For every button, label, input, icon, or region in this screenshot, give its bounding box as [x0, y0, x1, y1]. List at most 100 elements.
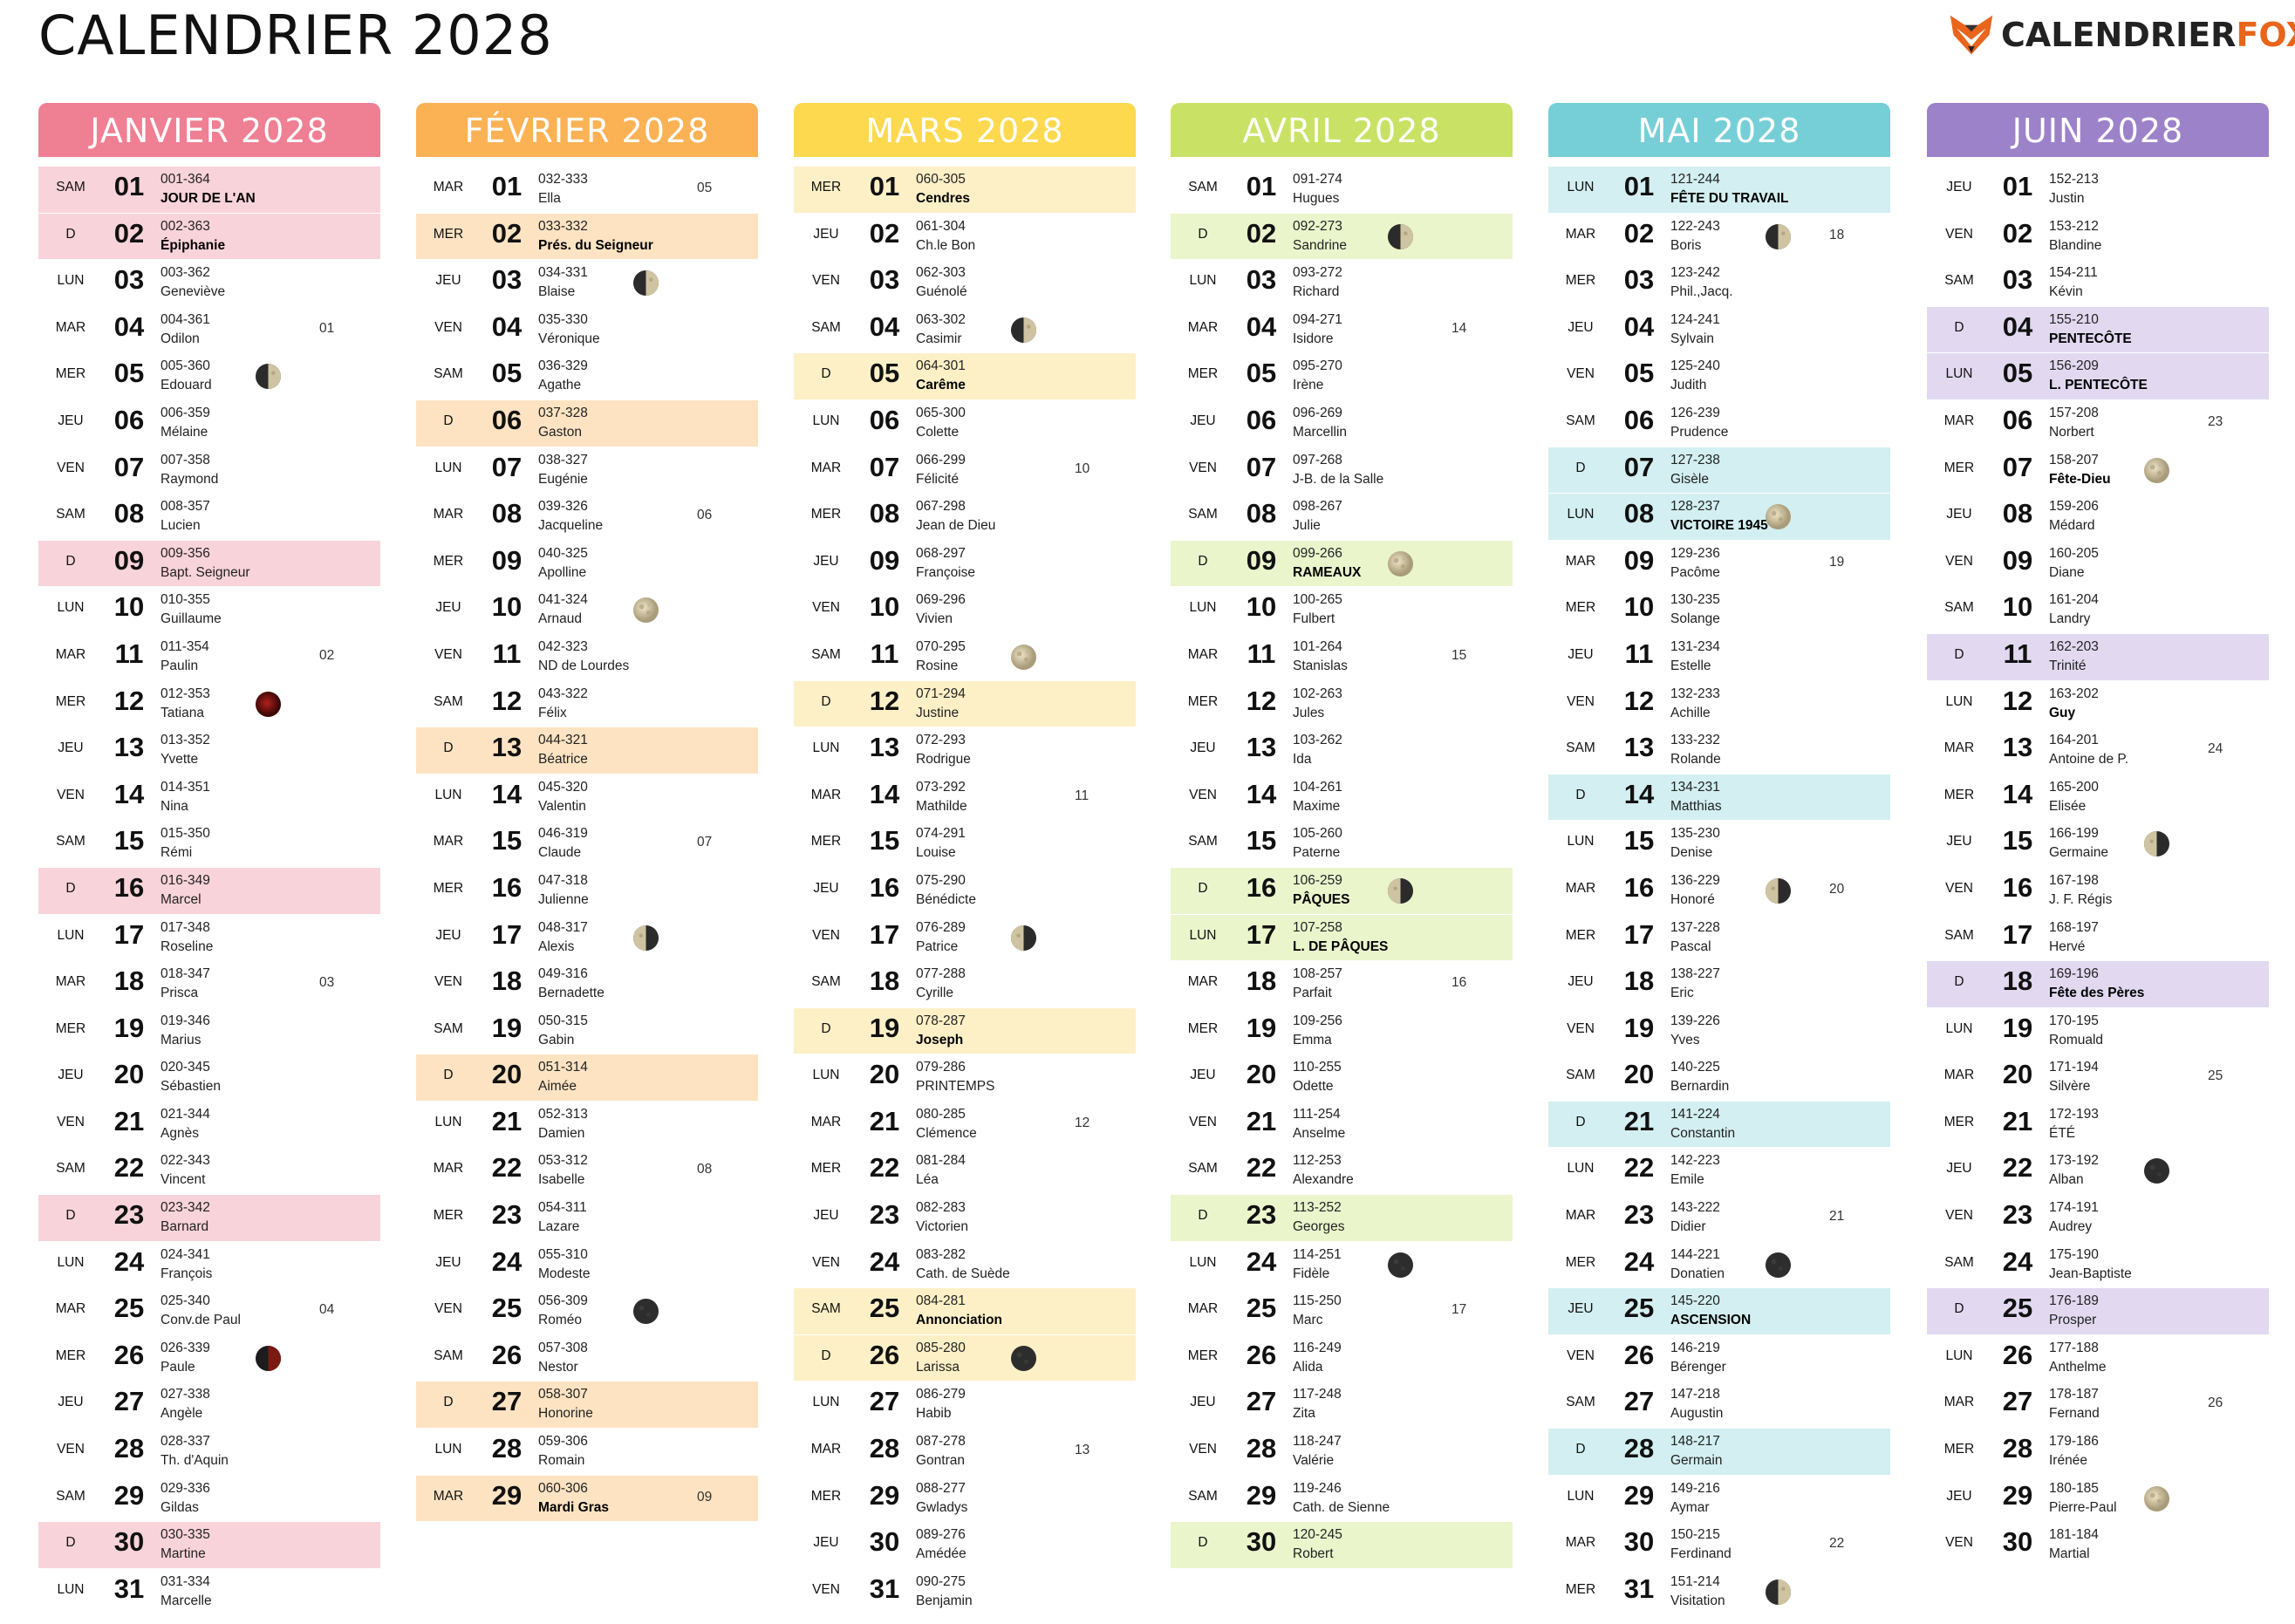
day-row[interactable]: MAR 14 073-292 Mathilde 11 [794, 774, 1136, 822]
day-row[interactable]: MAR 08 039-326 Jacqueline 06 [416, 494, 758, 541]
day-row[interactable]: SAM 04 063-302 Casimir [794, 307, 1136, 354]
day-row[interactable]: MER 15 074-291 Louise [794, 821, 1136, 868]
day-row[interactable]: VEN 31 090-275 Benjamin [794, 1569, 1136, 1616]
day-row[interactable]: D 04 155-210 PENTECÔTE [1927, 306, 2269, 354]
day-row[interactable]: SAM 06 126-239 Prudence [1548, 400, 1890, 447]
day-row[interactable]: VEN 23 174-191 Audrey [1927, 1195, 2269, 1242]
day-row[interactable]: JEU 30 089-276 Amédée [794, 1522, 1136, 1569]
day-row[interactable]: LUN 17 017-348 Roseline [38, 915, 380, 962]
day-row[interactable]: VEN 14 104-261 Maxime [1171, 774, 1513, 822]
day-row[interactable]: MER 12 102-263 Jules [1171, 681, 1513, 728]
day-row[interactable]: SAM 26 057-308 Nestor [416, 1335, 758, 1382]
day-row[interactable]: SAM 17 168-197 Hervé [1927, 915, 2269, 962]
day-row[interactable]: JEU 20 110-255 Odette [1171, 1054, 1513, 1102]
day-row[interactable]: SAM 11 070-295 Rosine [794, 634, 1136, 681]
day-row[interactable]: JEU 20 020-345 Sébastien [38, 1054, 380, 1102]
day-row[interactable]: D 30 030-335 Martine [38, 1522, 380, 1569]
day-row[interactable]: VEN 25 056-309 Roméo [416, 1288, 758, 1335]
day-row[interactable]: D 02 092-273 Sandrine [1171, 213, 1513, 261]
day-row[interactable]: JEU 13 103-262 Ida [1171, 727, 1513, 774]
day-row[interactable]: JEU 03 034-331 Blaise [416, 260, 758, 307]
day-row[interactable]: VEN 16 167-198 J. F. Régis [1927, 868, 2269, 915]
day-row[interactable]: SAM 18 077-288 Cyrille [794, 961, 1136, 1008]
day-row[interactable]: MER 19 019-346 Marius [38, 1008, 380, 1055]
day-row[interactable]: JEU 23 082-283 Victorien [794, 1195, 1136, 1242]
day-row[interactable]: D 14 134-231 Matthias [1548, 774, 1890, 822]
day-row[interactable]: VEN 21 021-344 Agnès [38, 1102, 380, 1149]
day-row[interactable]: LUN 31 031-334 Marcelle [38, 1569, 380, 1616]
day-row[interactable]: D 18 169-196 Fête des Pères [1927, 961, 2269, 1008]
day-row[interactable]: D 09 099-266 RAMEAUX [1171, 540, 1513, 588]
day-row[interactable]: JEU 04 124-241 Sylvain [1548, 307, 1890, 354]
day-row[interactable]: D 21 141-224 Constantin [1548, 1101, 1890, 1149]
day-row[interactable]: SAM 29 119-246 Cath. de Sienne [1171, 1476, 1513, 1523]
day-row[interactable]: SAM 22 112-253 Alexandre [1171, 1148, 1513, 1196]
day-row[interactable]: LUN 03 003-362 Geneviève [38, 260, 380, 307]
day-row[interactable]: SAM 01 001-364 JOUR DE L'AN [38, 167, 380, 214]
day-row[interactable]: MAR 16 136-229 Honoré 20 [1548, 868, 1890, 915]
day-row[interactable]: MAR 01 032-333 Ella 05 [416, 167, 758, 214]
day-row[interactable]: LUN 14 045-320 Valentin [416, 774, 758, 822]
day-row[interactable]: D 30 120-245 Robert [1171, 1522, 1513, 1569]
day-row[interactable]: MAR 09 129-236 Pacôme 19 [1548, 541, 1890, 588]
day-row[interactable]: VEN 12 132-233 Achille [1548, 681, 1890, 728]
day-row[interactable]: VEN 28 028-337 Th. d'Aquin [38, 1429, 380, 1476]
day-row[interactable]: LUN 13 072-293 Rodrigue [794, 727, 1136, 774]
day-row[interactable]: SAM 12 043-322 Félix [416, 681, 758, 728]
day-row[interactable]: JEU 22 173-192 Alban [1927, 1148, 2269, 1196]
day-row[interactable]: SAM 24 175-190 Jean-Baptiste [1927, 1242, 2269, 1289]
day-row[interactable]: MAR 04 094-271 Isidore 14 [1171, 307, 1513, 354]
day-row[interactable]: JEU 02 061-304 Ch.le Bon [794, 214, 1136, 261]
day-row[interactable]: SAM 15 015-350 Rémi [38, 821, 380, 868]
day-row[interactable]: MER 31 151-214 Visitation [1548, 1569, 1890, 1616]
day-row[interactable]: VEN 14 014-351 Nina [38, 774, 380, 822]
day-row[interactable]: MER 10 130-235 Solange [1548, 587, 1890, 634]
day-row[interactable]: MER 24 144-221 Donatien [1548, 1242, 1890, 1289]
day-row[interactable]: SAM 27 147-218 Augustin [1548, 1382, 1890, 1430]
day-row[interactable]: SAM 08 098-267 Julie [1171, 494, 1513, 541]
day-row[interactable]: JEU 25 145-220 ASCENSION [1548, 1288, 1890, 1335]
day-row[interactable]: D 11 162-203 Trinité [1927, 633, 2269, 681]
day-row[interactable]: MER 12 012-353 Tatiana [38, 681, 380, 728]
day-row[interactable]: SAM 20 140-225 Bernardin [1548, 1054, 1890, 1102]
day-row[interactable]: LUN 07 038-327 Eugénie [416, 447, 758, 495]
day-row[interactable]: JEU 06 096-269 Marcellin [1171, 400, 1513, 447]
day-row[interactable]: D 16 106-259 PÂQUES [1171, 867, 1513, 915]
day-row[interactable]: LUN 27 086-279 Habib [794, 1382, 1136, 1430]
day-row[interactable]: VEN 04 035-330 Véronique [416, 307, 758, 354]
day-row[interactable]: MAR 22 053-312 Isabelle 08 [416, 1148, 758, 1196]
day-row[interactable]: MER 26 026-339 Paule [38, 1335, 380, 1382]
day-row[interactable]: MAR 15 046-319 Claude 07 [416, 821, 758, 868]
day-row[interactable]: SAM 01 091-274 Hugues [1171, 167, 1513, 214]
brand-logo[interactable]: CALENDRIERFOX [1947, 9, 2295, 61]
day-row[interactable]: SAM 19 050-315 Gabin [416, 1008, 758, 1055]
day-row[interactable]: MER 21 172-193 ÉTÉ [1927, 1102, 2269, 1149]
day-row[interactable]: D 16 016-349 Marcel [38, 867, 380, 915]
day-row[interactable]: LUN 22 142-223 Emile [1548, 1148, 1890, 1196]
day-row[interactable]: SAM 13 133-232 Rolande [1548, 727, 1890, 774]
day-row[interactable]: MER 17 137-228 Pascal [1548, 915, 1890, 962]
day-row[interactable]: D 07 127-238 Gisèle [1548, 447, 1890, 495]
day-row[interactable]: SAM 15 105-260 Paterne [1171, 821, 1513, 868]
day-row[interactable]: SAM 08 008-357 Lucien [38, 494, 380, 541]
day-row[interactable]: JEU 16 075-290 Bénédicte [794, 868, 1136, 915]
day-row[interactable]: D 28 148-217 Germain [1548, 1429, 1890, 1476]
day-row[interactable]: MAR 04 004-361 Odilon 01 [38, 307, 380, 354]
day-row[interactable]: LUN 06 065-300 Colette [794, 400, 1136, 447]
day-row[interactable]: LUN 05 156-209 L. PENTECÔTE [1927, 353, 2269, 400]
day-row[interactable]: MER 03 123-242 Phil.,Jacq. [1548, 260, 1890, 307]
day-row[interactable]: SAM 22 022-343 Vincent [38, 1148, 380, 1196]
day-row[interactable]: MER 05 095-270 Irène [1171, 353, 1513, 400]
day-row[interactable]: MER 26 116-249 Alida [1171, 1335, 1513, 1382]
day-row[interactable]: MAR 29 060-306 Mardi Gras 09 [416, 1475, 758, 1523]
day-row[interactable]: VEN 07 097-268 J-B. de la Salle [1171, 447, 1513, 495]
day-row[interactable]: MER 22 081-284 Léa [794, 1148, 1136, 1196]
day-row[interactable]: LUN 10 010-355 Guillaume [38, 587, 380, 634]
day-row[interactable]: VEN 30 181-184 Martial [1927, 1522, 2269, 1569]
day-row[interactable]: D 12 071-294 Justine [794, 680, 1136, 728]
day-row[interactable]: LUN 15 135-230 Denise [1548, 821, 1890, 868]
day-row[interactable]: LUN 01 121-244 FÊTE DU TRAVAIL [1548, 167, 1890, 214]
day-row[interactable]: LUN 08 128-237 VICTOIRE 1945 [1548, 494, 1890, 541]
day-row[interactable]: JEU 06 006-359 Mélaine [38, 400, 380, 447]
day-row[interactable]: MER 05 005-360 Edouard [38, 353, 380, 400]
